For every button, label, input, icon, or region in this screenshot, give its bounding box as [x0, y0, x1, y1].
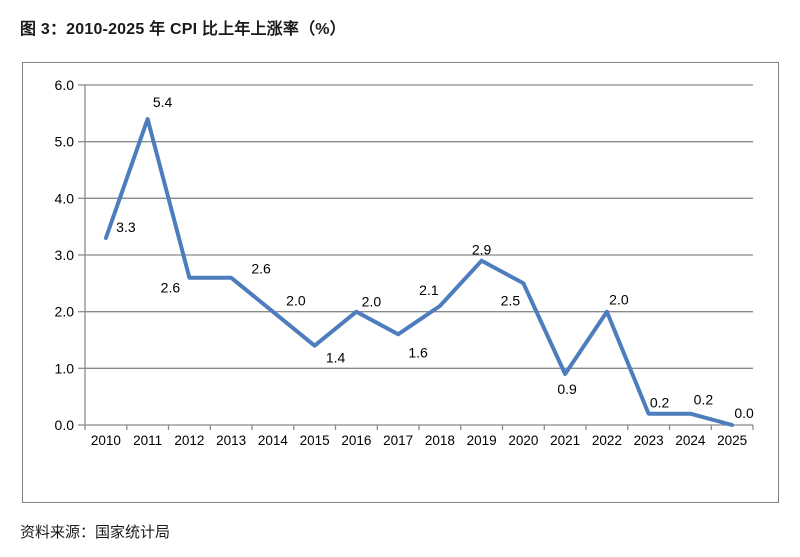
svg-text:2.0: 2.0: [286, 293, 306, 309]
svg-text:2010: 2010: [91, 433, 121, 448]
svg-text:2014: 2014: [258, 433, 289, 448]
svg-text:2.9: 2.9: [472, 242, 492, 258]
data-labels: 3.3 5.4 2.6 2.6 2.0 1.4 2.0 1.6 2.1 2.9 2.5 0.9 2.0 0…: [116, 94, 754, 421]
svg-text:2013: 2013: [216, 433, 246, 448]
source-note: 资料来源：国家统计局: [20, 524, 171, 541]
svg-text:6.0: 6.0: [55, 77, 75, 93]
svg-text:1.6: 1.6: [408, 344, 428, 360]
axes: [78, 84, 754, 430]
svg-text:2.0: 2.0: [609, 292, 629, 308]
svg-text:1.4: 1.4: [326, 350, 346, 366]
y-axis-labels: 0.0 1.0 2.0 3.0 4.0 5.0 6.0: [55, 77, 75, 433]
svg-text:2025: 2025: [717, 433, 747, 448]
svg-text:0.0: 0.0: [55, 417, 75, 433]
svg-text:0.2: 0.2: [650, 395, 670, 411]
svg-text:0.0: 0.0: [734, 405, 754, 421]
svg-text:0.9: 0.9: [557, 381, 577, 397]
svg-text:2021: 2021: [550, 433, 580, 448]
svg-text:2020: 2020: [508, 433, 538, 448]
svg-text:3.3: 3.3: [116, 219, 136, 235]
svg-text:2015: 2015: [300, 433, 330, 448]
svg-text:1.0: 1.0: [55, 360, 75, 376]
svg-text:3.0: 3.0: [55, 247, 75, 263]
svg-text:2017: 2017: [383, 433, 413, 448]
gridlines: [85, 84, 753, 369]
svg-text:2011: 2011: [133, 433, 162, 448]
svg-text:5.4: 5.4: [153, 94, 173, 110]
svg-text:2012: 2012: [174, 433, 204, 448]
svg-text:0.2: 0.2: [694, 392, 714, 408]
svg-text:4.0: 4.0: [55, 190, 75, 206]
svg-text:2019: 2019: [467, 433, 497, 448]
svg-text:2023: 2023: [634, 433, 664, 448]
svg-text:2.0: 2.0: [362, 294, 382, 310]
svg-text:2018: 2018: [425, 433, 455, 448]
svg-text:2.5: 2.5: [501, 292, 521, 308]
x-axis-labels: 2010 2011 2012 2013 2014 2015 2016 2017 2018 2019…: [91, 433, 747, 448]
figure-title: 图 3：2010-2025 年 CPI 比上年上涨率（%）: [20, 21, 346, 38]
svg-text:2022: 2022: [592, 433, 622, 448]
svg-text:2.1: 2.1: [419, 282, 439, 298]
cpi-series-line: [103, 117, 735, 427]
svg-text:2024: 2024: [675, 433, 706, 448]
svg-text:2.6: 2.6: [161, 280, 181, 296]
svg-text:5.0: 5.0: [55, 134, 75, 150]
svg-text:2016: 2016: [341, 433, 371, 448]
svg-text:2.6: 2.6: [251, 261, 271, 277]
chart-container: 0.0 1.0 2.0 3.0 4.0 5.0 6.0 2010 2011 2012 2013 201…: [22, 62, 779, 503]
svg-text:2.0: 2.0: [55, 304, 75, 320]
